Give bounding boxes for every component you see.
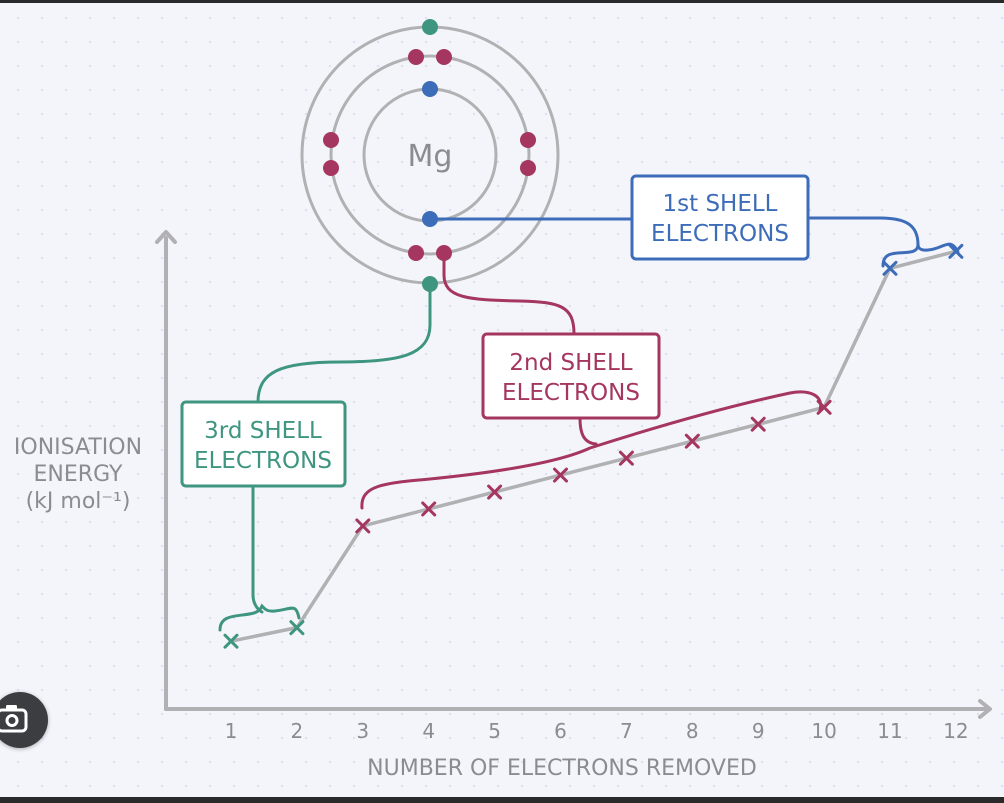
electron-shell2 [323, 160, 339, 176]
data-point-marker [421, 501, 437, 517]
x-tick-label: 7 [620, 719, 633, 743]
y-axis-label-line-1: IONISATION [14, 435, 142, 460]
data-point-marker [553, 467, 568, 483]
mg-atom-diagram: Mg [300, 19, 560, 292]
electron-shell2 [408, 49, 424, 65]
label-box-3rd-shell [180, 400, 347, 488]
annotation-3rd-shell: 3rd SHELL ELECTRONS [180, 282, 432, 632]
label-1st-shell-line-1: 1st SHELL [663, 191, 778, 217]
annotation-2nd-shell: 2nd SHELL ELECTRONS [360, 251, 823, 510]
shell-2-ring [329, 54, 531, 256]
data-point-marker [882, 260, 898, 276]
data-series [223, 243, 964, 649]
data-point-marker [487, 484, 503, 500]
data-point-marker [948, 243, 964, 259]
bottom-border [0, 797, 1004, 803]
top-border [0, 0, 1004, 3]
electron-shell2 [520, 160, 536, 176]
x-tick-label: 1 [225, 719, 238, 743]
brace-3rd-shell [218, 603, 301, 632]
label-box-1st-shell [630, 174, 810, 261]
camera-search-button[interactable] [0, 692, 48, 748]
data-point-marker [618, 450, 634, 466]
brace-2nd-shell [360, 390, 823, 510]
camera-search-icon [0, 705, 28, 733]
axes [155, 230, 992, 719]
x-tick-label: 11 [877, 719, 902, 743]
x-tick-label: 9 [752, 719, 765, 743]
x-tick-label: 4 [422, 719, 435, 743]
electron-shell2 [520, 132, 536, 148]
x-tick-label: 12 [943, 719, 968, 743]
label-3rd-shell-line-1: 3rd SHELL [204, 418, 322, 444]
x-tick-labels: 1 2 3 4 5 6 7 8 9 10 11 12 [225, 719, 969, 743]
x-axis-arrowhead [978, 699, 992, 719]
electron-shell2 [323, 132, 339, 148]
data-point-marker [289, 620, 305, 636]
x-tick-label: 8 [686, 719, 699, 743]
y-axis-label-line-3: (kJ mol⁻¹) [26, 489, 131, 514]
label-1st-shell-line-2: ELECTRONS [651, 221, 789, 247]
connector-2nd-shell [442, 251, 598, 446]
data-point-marker [750, 416, 766, 432]
electron-shell1-top [422, 81, 438, 97]
y-axis-arrowhead [155, 230, 177, 244]
data-point-marker [684, 433, 700, 449]
data-point-marker [355, 518, 371, 534]
x-tick-label: 5 [488, 719, 501, 743]
electron-shell2 [408, 245, 424, 261]
x-tick-label: 6 [554, 719, 567, 743]
data-point-marker [223, 633, 239, 649]
y-axis-label-line-2: ENERGY [34, 462, 123, 487]
connector-3rd-shell [251, 282, 432, 614]
label-box-2nd-shell [481, 332, 661, 420]
x-tick-label: 10 [811, 719, 836, 743]
x-tick-label: 2 [291, 719, 304, 743]
brace-1st-shell [881, 242, 960, 268]
annotation-1st-shell: 1st SHELL ELECTRONS [428, 174, 960, 268]
atom-symbol: Mg [408, 139, 453, 174]
electron-shell2 [436, 49, 452, 65]
series-line [230, 249, 957, 643]
electron-shell3-top [422, 19, 438, 35]
x-axis-label: NUMBER OF ELECTRONS REMOVED [367, 756, 757, 781]
label-2nd-shell-line-1: 2nd SHELL [509, 350, 632, 376]
label-3rd-shell-line-2: ELECTRONS [194, 448, 332, 474]
x-tick-label: 3 [356, 719, 369, 743]
connector-1st-shell [428, 216, 920, 247]
label-2nd-shell-line-2: ELECTRONS [502, 380, 640, 406]
